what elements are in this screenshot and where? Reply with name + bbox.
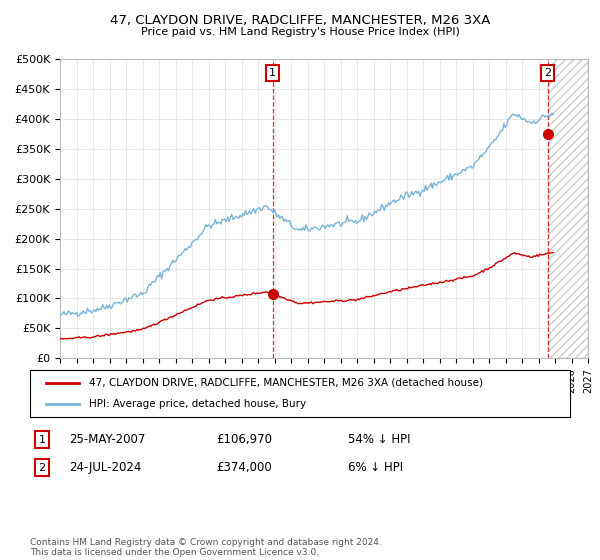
- Text: 2: 2: [38, 463, 46, 473]
- Text: 1: 1: [38, 435, 46, 445]
- Text: Price paid vs. HM Land Registry's House Price Index (HPI): Price paid vs. HM Land Registry's House …: [140, 27, 460, 37]
- Text: 24-JUL-2024: 24-JUL-2024: [69, 461, 142, 474]
- Text: 1: 1: [269, 68, 276, 78]
- Text: 2: 2: [544, 68, 551, 78]
- Text: 6% ↓ HPI: 6% ↓ HPI: [348, 461, 403, 474]
- Text: HPI: Average price, detached house, Bury: HPI: Average price, detached house, Bury: [89, 399, 307, 409]
- Text: 54% ↓ HPI: 54% ↓ HPI: [348, 433, 410, 446]
- Text: 47, CLAYDON DRIVE, RADCLIFFE, MANCHESTER, M26 3XA: 47, CLAYDON DRIVE, RADCLIFFE, MANCHESTER…: [110, 14, 490, 27]
- Text: £374,000: £374,000: [216, 461, 272, 474]
- Text: 47, CLAYDON DRIVE, RADCLIFFE, MANCHESTER, M26 3XA (detached house): 47, CLAYDON DRIVE, RADCLIFFE, MANCHESTER…: [89, 378, 484, 388]
- Text: 25-MAY-2007: 25-MAY-2007: [69, 433, 145, 446]
- Text: £106,970: £106,970: [216, 433, 272, 446]
- Text: Contains HM Land Registry data © Crown copyright and database right 2024.
This d: Contains HM Land Registry data © Crown c…: [30, 538, 382, 557]
